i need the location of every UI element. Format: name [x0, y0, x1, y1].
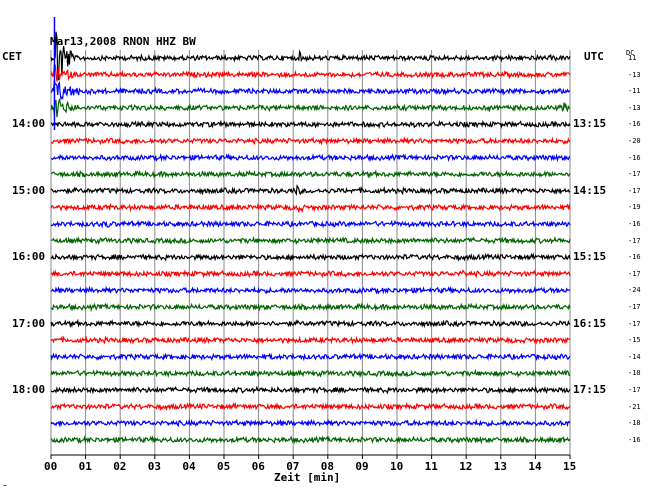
dc-value-row-18: -14 — [628, 352, 641, 361]
dc-value-row-23: -16 — [628, 435, 641, 444]
trace-row-5 — [50, 136, 571, 146]
trace-row-17 — [50, 335, 571, 345]
trace-row-4 — [51, 119, 571, 130]
trace-row-18 — [50, 352, 571, 362]
cet-label: CET — [2, 50, 22, 63]
trace-row-14 — [50, 285, 571, 295]
x-tick-label-07: 07 — [286, 460, 300, 473]
right-hour-label-3: 16:15 — [573, 316, 607, 330]
x-tick-label-00: 00 — [44, 460, 58, 473]
dc-value-row-21: -21 — [628, 402, 641, 411]
right-hour-label-0: 13:15 — [573, 117, 607, 131]
x-tick-label-01: 01 — [78, 460, 92, 473]
right-hour-label-4: 17:15 — [573, 383, 607, 396]
trace-row-20 — [50, 385, 571, 395]
x-tick-label-13: 13 — [493, 460, 508, 473]
x-tick-label-06: 06 — [251, 460, 265, 473]
dc-value-row-19: -18 — [628, 369, 641, 378]
utc-label: UTC — [584, 50, 604, 63]
dc-value-row-0: 11 — [628, 54, 637, 62]
trace-row-19 — [50, 368, 570, 379]
trace-row-3 — [50, 97, 570, 118]
dc-value-row-16: -17 — [628, 319, 641, 328]
left-hour-label-1: 15:00 — [12, 183, 46, 197]
x-tick-label-10: 10 — [390, 460, 404, 473]
trace-row-23 — [50, 435, 571, 445]
left-hour-label-3: 17:00 — [12, 316, 46, 330]
dc-value-row-22: -18 — [628, 419, 641, 428]
dc-value-row-7: -17 — [628, 170, 641, 179]
trace-row-8 — [50, 184, 571, 197]
x-tick-label-02: 02 — [113, 460, 127, 473]
left-hour-label-2: 16:00 — [12, 250, 46, 264]
x-tick-label-05: 05 — [217, 460, 231, 473]
x-tick-label-14: 14 — [528, 460, 542, 473]
trace-row-12 — [50, 252, 571, 262]
trace-row-7 — [50, 169, 571, 179]
x-tick-label-15: 15 — [563, 460, 577, 473]
trace-row-11 — [50, 235, 571, 246]
dc-value-row-8: -17 — [628, 186, 641, 195]
dc-value-row-5: -20 — [628, 137, 641, 145]
x-tick-label-11: 11 — [424, 460, 438, 473]
trace-row-13 — [50, 269, 571, 279]
trace-row-1 — [50, 64, 571, 82]
x-tick-label-08: 08 — [320, 460, 335, 473]
left-hour-label-4: 18:00 — [12, 383, 46, 396]
x-axis-label: Zeit [min] — [274, 471, 341, 484]
x-tick-label-12: 12 — [459, 460, 473, 473]
chart-title: Mar13,2008 RNON HHZ BW — [50, 35, 196, 48]
dc-value-row-12: -16 — [628, 253, 641, 262]
trace-row-2 — [50, 79, 570, 101]
dc-value-row-6: -16 — [628, 153, 641, 162]
dc-value-row-11: -17 — [628, 236, 641, 245]
left-hour-label-0: 14:00 — [12, 117, 46, 131]
trace-row-15 — [50, 302, 571, 313]
right-hour-label-2: 15:15 — [573, 250, 607, 264]
dc-value-row-20: -17 — [628, 386, 641, 394]
dc-value-row-15: -17 — [628, 303, 641, 311]
dc-value-row-17: -15 — [628, 336, 641, 345]
dc-value-row-3: -13 — [628, 103, 641, 112]
trace-row-9 — [50, 202, 571, 214]
x-tick-label-09: 09 — [355, 460, 369, 473]
trace-row-21 — [51, 401, 571, 412]
dc-header: DC — [626, 49, 635, 57]
trace-row-0 — [50, 31, 571, 81]
corner-mark: ~ — [3, 482, 8, 490]
dc-value-row-2: -11 — [628, 87, 641, 96]
x-tick-label-03: 03 — [147, 460, 162, 473]
dc-value-row-1: -13 — [628, 70, 641, 79]
dc-value-row-4: -16 — [628, 120, 641, 129]
x-tick-label-04: 04 — [182, 460, 196, 473]
right-hour-label-1: 14:15 — [573, 183, 607, 197]
dc-value-row-9: -19 — [628, 203, 641, 212]
dc-value-row-10: -16 — [628, 220, 641, 228]
trace-row-22 — [50, 418, 571, 428]
trace-row-10 — [50, 219, 571, 229]
trace-row-16 — [50, 318, 571, 329]
dc-value-row-13: -17 — [628, 269, 641, 278]
trace-row-6 — [50, 152, 571, 163]
dc-value-row-14: -24 — [628, 286, 641, 295]
